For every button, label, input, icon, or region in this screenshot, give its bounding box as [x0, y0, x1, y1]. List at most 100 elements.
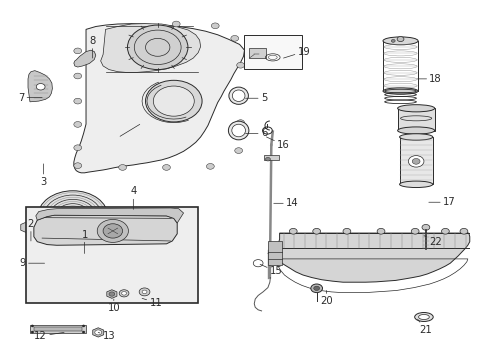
Circle shape [38, 191, 108, 242]
Text: 9: 9 [20, 258, 44, 268]
Circle shape [313, 286, 319, 291]
Circle shape [74, 98, 81, 104]
Polygon shape [74, 24, 244, 173]
Text: 19: 19 [283, 46, 310, 58]
Circle shape [95, 330, 102, 335]
Text: 22: 22 [423, 235, 441, 247]
Circle shape [172, 21, 180, 27]
Text: 17: 17 [428, 197, 455, 207]
Bar [267, 241, 281, 265]
Circle shape [265, 157, 270, 161]
Circle shape [31, 331, 34, 333]
Text: 5: 5 [245, 93, 266, 103]
Circle shape [122, 292, 126, 295]
Circle shape [390, 40, 394, 42]
Text: 21: 21 [417, 319, 431, 335]
Polygon shape [74, 50, 96, 67]
Text: 18: 18 [417, 74, 441, 84]
Ellipse shape [228, 121, 248, 140]
Text: 12: 12 [34, 331, 64, 341]
Circle shape [411, 158, 419, 164]
Circle shape [82, 325, 85, 327]
Circle shape [236, 120, 244, 126]
Bar [26, 207, 197, 303]
Circle shape [234, 148, 242, 153]
Text: 10: 10 [107, 299, 120, 314]
Circle shape [36, 84, 45, 90]
Text: 2: 2 [28, 219, 34, 241]
Polygon shape [20, 222, 34, 233]
Text: 20: 20 [320, 291, 332, 306]
Text: 4: 4 [130, 186, 136, 210]
Ellipse shape [382, 37, 417, 45]
Circle shape [421, 225, 429, 230]
Circle shape [376, 228, 384, 234]
Ellipse shape [414, 312, 432, 321]
Text: 13: 13 [98, 331, 115, 341]
Text: 16: 16 [266, 137, 289, 150]
Text: 8: 8 [89, 36, 95, 58]
Circle shape [127, 25, 187, 69]
Circle shape [103, 224, 122, 238]
Circle shape [74, 73, 81, 79]
Polygon shape [28, 71, 52, 102]
Ellipse shape [397, 105, 434, 112]
Circle shape [44, 211, 59, 221]
Circle shape [410, 228, 418, 234]
Text: 11: 11 [142, 298, 162, 308]
Circle shape [74, 163, 81, 168]
Ellipse shape [232, 90, 244, 102]
Polygon shape [34, 215, 177, 245]
Circle shape [162, 165, 170, 170]
Circle shape [109, 292, 115, 296]
Bar [264, 155, 278, 160]
Polygon shape [36, 208, 183, 223]
Circle shape [236, 62, 244, 68]
Text: 1: 1 [81, 230, 87, 253]
Polygon shape [101, 24, 200, 72]
Ellipse shape [231, 124, 245, 137]
Ellipse shape [399, 134, 432, 140]
Circle shape [230, 36, 238, 41]
Text: 6: 6 [245, 129, 266, 138]
Circle shape [119, 290, 129, 297]
Ellipse shape [418, 315, 428, 319]
Text: 7: 7 [18, 93, 42, 103]
Polygon shape [93, 328, 103, 337]
Circle shape [48, 213, 55, 219]
Circle shape [139, 288, 150, 296]
Bar [397, 108, 434, 131]
Text: 3: 3 [41, 164, 47, 187]
Polygon shape [106, 290, 117, 298]
Circle shape [289, 228, 297, 234]
Ellipse shape [399, 181, 432, 188]
Ellipse shape [382, 88, 417, 94]
Bar [244, 35, 302, 69]
Circle shape [310, 284, 322, 293]
Circle shape [119, 165, 126, 170]
Bar [249, 48, 266, 58]
Circle shape [145, 80, 202, 122]
Text: 14: 14 [273, 198, 298, 208]
Bar [30, 324, 86, 333]
Circle shape [142, 290, 147, 294]
Polygon shape [267, 233, 469, 282]
Circle shape [312, 228, 320, 234]
Circle shape [407, 156, 423, 167]
Circle shape [74, 145, 81, 150]
Circle shape [97, 220, 128, 242]
Circle shape [74, 48, 81, 54]
Circle shape [31, 325, 34, 327]
Bar [34, 327, 81, 331]
Circle shape [62, 209, 83, 225]
Ellipse shape [397, 127, 434, 134]
Circle shape [342, 228, 350, 234]
Circle shape [236, 91, 244, 97]
Circle shape [206, 163, 214, 169]
Circle shape [441, 228, 448, 234]
Circle shape [153, 86, 194, 116]
Circle shape [211, 23, 219, 29]
Circle shape [82, 331, 85, 333]
Circle shape [74, 122, 81, 127]
Circle shape [68, 213, 78, 220]
